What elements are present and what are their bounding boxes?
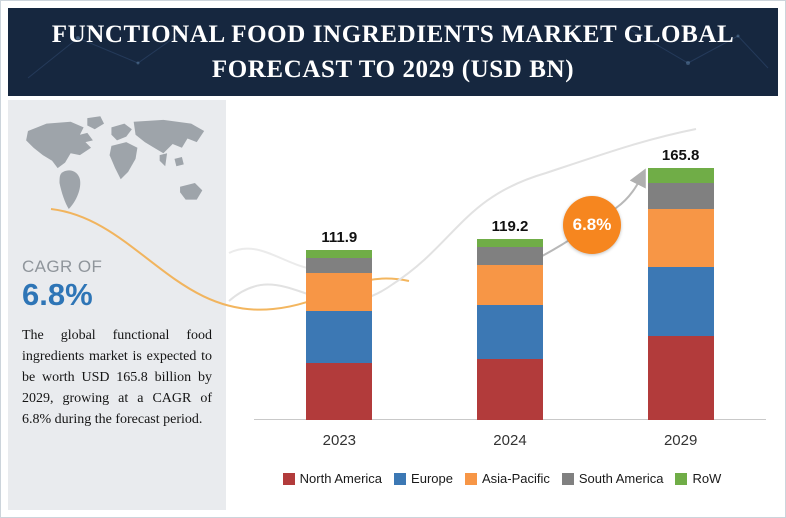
sidebar: CAGR OF 6.8% The global functional food …: [8, 100, 226, 510]
bar-segment-north-america: [306, 363, 373, 420]
bar-stack: [476, 238, 543, 420]
bar-segment-row: [647, 168, 714, 184]
header-decoration: [27, 27, 769, 79]
title-line-1: FUNCTIONAL FOOD INGREDIENTS MARKET GLOBA…: [51, 21, 735, 48]
bar-segment-row: [306, 249, 373, 258]
legend-swatch: [464, 472, 477, 485]
bar-group-2023: 111.9 2023: [306, 228, 373, 449]
bar-group-2029: 165.8 2029: [647, 147, 714, 449]
bar-segment-row: [476, 238, 543, 247]
bar-total-label: 119.2: [491, 217, 529, 235]
cagr-value: 6.8%: [22, 277, 93, 312]
legend-swatch: [282, 472, 295, 485]
bar-segment-asia-pacific: [476, 265, 543, 305]
cagr-badge: 6.8%: [563, 196, 621, 254]
bar-segment-europe: [306, 311, 373, 363]
legend-label: North America: [299, 471, 383, 486]
bar-stack: [647, 168, 714, 420]
cagr-label: CAGR OF: [22, 257, 103, 276]
bar-segment-asia-pacific: [306, 273, 373, 312]
legend-item-row: RoW: [675, 471, 721, 486]
bar-group-2024: 119.2 2024: [476, 217, 543, 449]
legend-label: Europe: [411, 471, 453, 486]
x-axis-label: 2024: [493, 432, 527, 449]
legend-item-south-america: South America: [561, 471, 664, 486]
x-axis-label: 2023: [322, 432, 357, 449]
legend-label: South America: [578, 471, 664, 486]
x-axis-label: 2029: [663, 432, 698, 449]
legend-swatch: [675, 472, 688, 485]
chart-area: 111.9 2023 119.2 2024 165.8 2029 North Americ…: [226, 96, 778, 510]
bar-segment-south-america: [306, 257, 373, 274]
bar-segment-north-america: [476, 359, 543, 420]
legend-label: RoW: [692, 471, 722, 486]
bar-segment-europe: [647, 266, 714, 337]
bar-plot: 111.9 2023 119.2 2024 165.8 2029: [254, 128, 766, 449]
legend-swatch: [561, 472, 574, 485]
bar-segment-europe: [476, 304, 543, 360]
market-description: The global functional food ingredients m…: [22, 328, 212, 427]
legend-item-north-america: North America: [282, 471, 383, 486]
bar-total-label: 111.9: [321, 228, 358, 246]
bar-segment-south-america: [476, 246, 543, 266]
legend-item-asia-pacific: Asia-Pacific: [464, 471, 550, 486]
legend: North America Europe Asia-Pacific South Ame…: [226, 471, 778, 486]
bar-stack: [306, 249, 373, 420]
legend-item-europe: Europe: [394, 471, 453, 486]
bar-total-label: 165.8: [661, 147, 700, 165]
bar-segment-south-america: [647, 183, 714, 209]
bar-segment-asia-pacific: [647, 208, 714, 267]
legend-label: Asia-Pacific: [481, 471, 550, 486]
world-map: [15, 114, 219, 231]
title-line-2: FORECAST TO 2029 (USD BN): [211, 56, 575, 83]
bar-segment-north-america: [647, 336, 714, 420]
title-banner: FUNCTIONAL FOOD INGREDIENTS MARKET GLOBA…: [8, 8, 778, 96]
legend-swatch: [394, 472, 407, 485]
